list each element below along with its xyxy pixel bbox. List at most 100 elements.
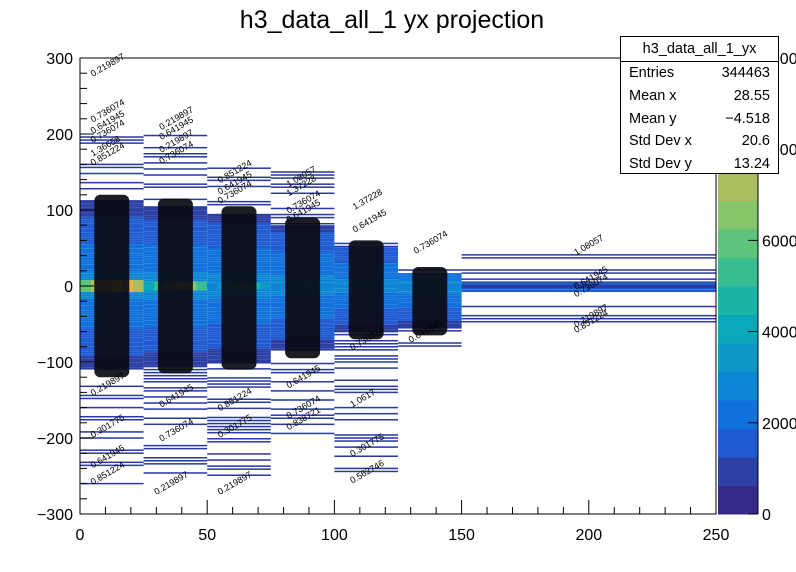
histogram-bin	[207, 407, 271, 410]
histogram-bin	[143, 186, 208, 188]
histogram-bin	[270, 408, 335, 410]
histogram-bin	[334, 388, 398, 391]
palette-swatch	[718, 200, 758, 230]
palette-swatch	[718, 457, 758, 486]
histogram-bin	[461, 284, 716, 289]
histogram-bin	[207, 431, 271, 434]
histogram-bin	[143, 183, 208, 185]
histogram-bin	[80, 449, 144, 451]
histogram-bin	[398, 345, 462, 347]
y-tick-label: −100	[37, 355, 73, 372]
histogram-bin	[461, 314, 716, 317]
stats-row: Mean x 28.55	[621, 85, 778, 108]
histogram-bin	[80, 181, 144, 184]
histogram-bin	[143, 174, 208, 176]
histogram-bin	[207, 401, 271, 404]
bin-value-label: 0.736074	[157, 416, 195, 443]
bin-value-label: 0.219897	[216, 469, 254, 496]
bin-value-label: 1.08057	[572, 232, 605, 257]
stats-label: Entries	[629, 65, 675, 81]
bin-text-cluster	[221, 206, 257, 370]
histogram-bin	[80, 419, 144, 421]
histogram-bin	[461, 282, 716, 286]
histogram-bin	[461, 317, 716, 320]
bin-label-layer: 0.2198970.7360740.6419450.7360741.366580…	[89, 51, 610, 496]
stats-value: 28.55	[733, 87, 770, 104]
histogram-bin	[270, 171, 335, 173]
x-tick-label: 100	[321, 527, 348, 544]
histogram-bin	[80, 482, 144, 485]
histogram-bin	[334, 284, 345, 288]
histogram-bin	[451, 284, 462, 288]
y-tick-label: −200	[37, 431, 73, 448]
y-tick-label: 200	[46, 127, 73, 144]
histogram-bin	[143, 423, 208, 426]
histogram-bin	[207, 422, 271, 425]
histogram-bin	[334, 385, 398, 388]
stats-box: h3_data_all_1_yx Entries 344463 Mean x 28.5…	[620, 36, 779, 174]
histogram-bin	[334, 434, 398, 436]
palette-swatch	[718, 343, 758, 372]
stats-value: 20.6	[741, 133, 770, 150]
histogram-bin	[80, 437, 144, 439]
histogram-bin	[207, 465, 271, 467]
stats-label: Std Dev x	[629, 133, 692, 150]
histogram-bin	[270, 174, 335, 176]
histogram-bin	[270, 177, 335, 179]
histogram-bin	[196, 281, 208, 291]
histogram-bin	[80, 187, 144, 190]
stats-value: 13.24	[733, 156, 770, 173]
histogram-bin	[80, 166, 144, 169]
histogram-bin	[461, 305, 716, 308]
histogram-bin	[207, 282, 218, 290]
histogram-bin	[143, 408, 208, 410]
histogram-bin	[270, 399, 335, 401]
bin-text-cluster	[285, 217, 321, 359]
histogram-bin	[334, 455, 398, 457]
histogram-bin	[80, 452, 144, 454]
histogram-bin	[207, 474, 271, 476]
histogram-bin	[80, 461, 144, 464]
histogram-bin	[207, 428, 271, 431]
histogram-bin	[334, 349, 398, 351]
histogram-bin	[334, 412, 398, 415]
histogram-bin	[133, 279, 144, 293]
axis-ticks: 0 50 100 150 200 250 300 200 100 0 −100 −200 −300	[37, 51, 729, 544]
histogram-bin	[334, 440, 398, 442]
histogram-bin	[143, 168, 208, 170]
palette-swatch	[718, 286, 758, 315]
histogram-bin	[80, 406, 144, 409]
palette-tick-label: 0	[762, 507, 771, 524]
stats-label: Std Dev y	[629, 156, 692, 173]
histogram-bin	[143, 281, 155, 291]
histogram-bin	[334, 470, 398, 473]
histogram-bin	[143, 387, 208, 389]
histogram-bin	[334, 437, 398, 439]
histogram-bin	[270, 192, 335, 195]
palette-swatch	[718, 400, 758, 429]
histogram-bin	[461, 287, 716, 290]
histogram-bin	[270, 368, 335, 371]
y-tick-label: 0	[64, 279, 73, 296]
histogram-bin	[207, 380, 271, 382]
histogram-bin	[80, 385, 144, 388]
histogram-bin	[143, 447, 208, 450]
bin-text-cluster	[157, 198, 193, 374]
histogram-bin	[80, 431, 144, 433]
histogram-bin	[270, 432, 335, 435]
bin-text-cluster	[348, 240, 384, 340]
histogram-bin	[398, 284, 409, 288]
histogram-bin	[270, 414, 335, 416]
stats-row: Entries 344463	[621, 62, 778, 85]
y-tick-label: −300	[37, 507, 73, 524]
histogram-bin	[334, 406, 398, 409]
histogram-bin	[461, 272, 716, 274]
histogram-bin	[143, 374, 208, 377]
histogram-bin	[461, 257, 716, 259]
histogram-bin	[461, 289, 716, 293]
histogram-bin	[207, 419, 271, 422]
histogram-bin	[143, 402, 208, 404]
bin-text-cluster	[94, 194, 130, 378]
histogram-bin	[461, 320, 716, 323]
palette-tick-label: 6000	[762, 233, 796, 250]
